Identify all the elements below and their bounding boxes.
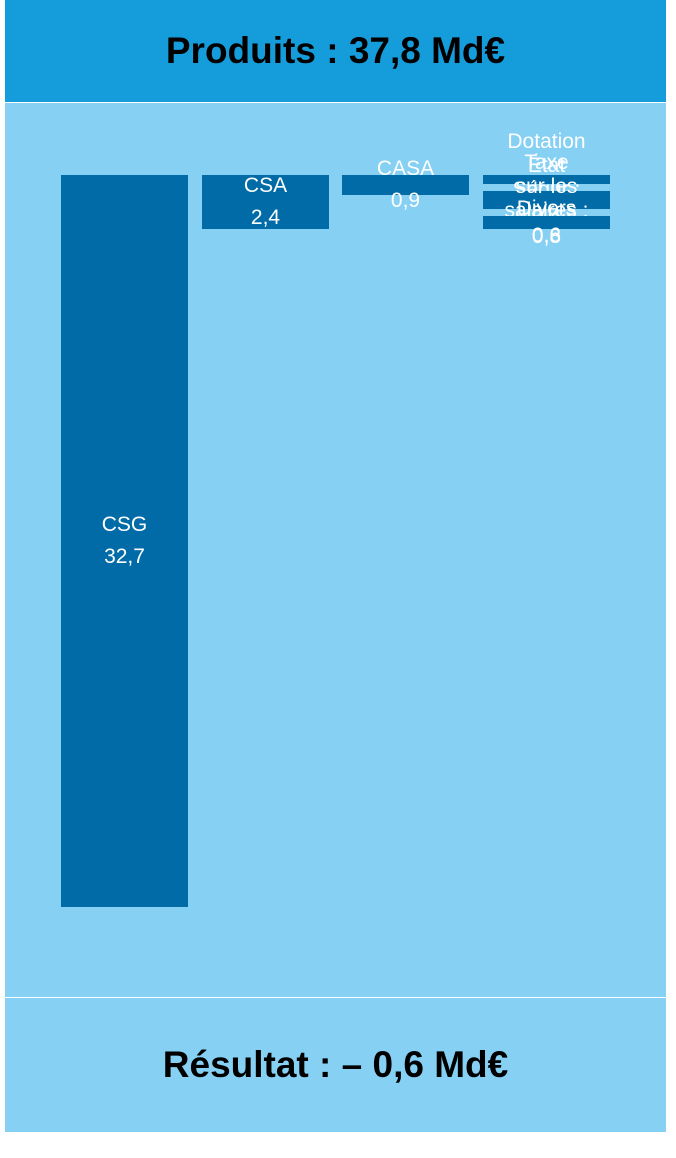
block-csg: CSG 32,7 (61, 175, 188, 907)
header-title: Produits : 37,8 Md€ (165, 30, 506, 71)
block-csa: CSA 2,4 (202, 173, 329, 229)
block-taxe-sur-les-salaires: Taxe sur les salaires :0,8 (483, 151, 610, 248)
block-label: CSG (101, 512, 148, 536)
block-casa: CASA 0,9 (342, 157, 469, 212)
block-value: 2,4 (250, 205, 281, 229)
header-band: Produits : 37,8 Md€ (5, 0, 666, 102)
footer-title: Résultat : – 0,6 Md€ (162, 1044, 509, 1085)
block-value: 32,7 (104, 545, 145, 568)
block-label: CASA (376, 156, 435, 180)
block-value: 0,8 (531, 225, 562, 249)
block-value: 0,6 (531, 223, 562, 247)
block-divers: Divers 0,6 (483, 197, 610, 247)
block-value: 0,9 (390, 189, 421, 213)
footer-band: Résultat : – 0,6 Md€ (5, 998, 666, 1132)
block-label: CSA (243, 173, 288, 197)
block-label: Divers (516, 197, 577, 221)
chart-panel: Produits : 37,8 Md€ CSG 32,7 CSA 2,4 CASA 0,9… (5, 0, 666, 1132)
